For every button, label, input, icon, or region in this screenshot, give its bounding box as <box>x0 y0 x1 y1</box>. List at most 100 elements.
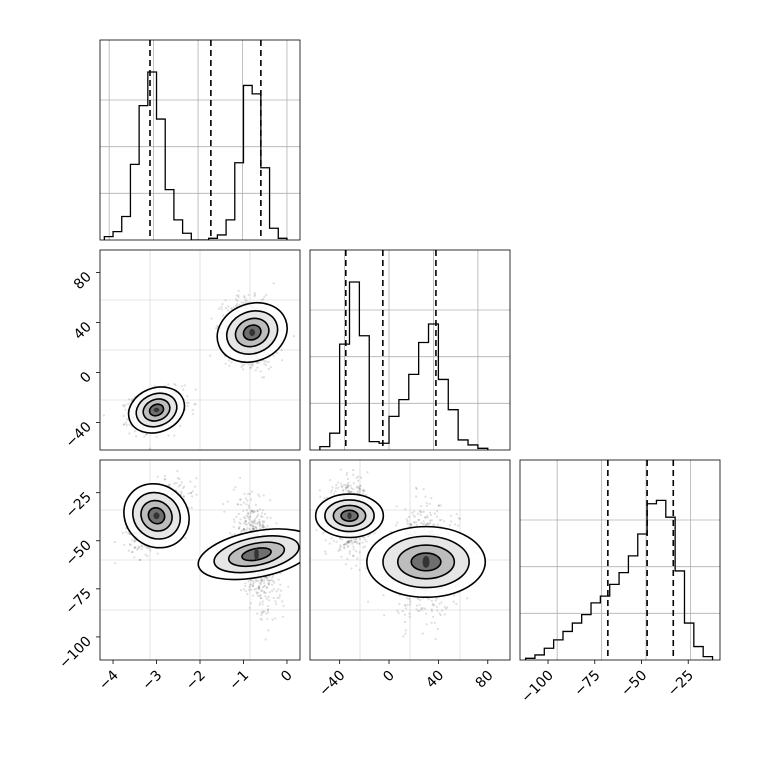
sample-point <box>209 354 212 357</box>
sample-point <box>240 503 243 506</box>
sample-point <box>264 584 267 587</box>
sample-point <box>342 546 346 549</box>
sample-point <box>261 523 264 527</box>
sample-point <box>234 304 237 307</box>
sample-point <box>357 489 360 493</box>
sample-point <box>421 522 424 525</box>
sample-point <box>146 546 149 549</box>
sample-point <box>179 483 182 487</box>
sample-point <box>253 295 256 298</box>
sample-point <box>249 584 252 587</box>
sample-point <box>256 595 259 598</box>
sample-point <box>259 582 262 585</box>
sample-point <box>266 524 269 528</box>
sample-point <box>246 512 250 516</box>
sample-point <box>140 544 143 548</box>
sample-point <box>135 435 138 438</box>
sample-point <box>127 532 130 535</box>
sample-point <box>439 504 442 507</box>
sample-point <box>242 528 245 531</box>
sample-point <box>352 473 355 476</box>
sample-point <box>330 491 333 494</box>
sample-point <box>246 300 249 303</box>
sample-point <box>346 557 349 560</box>
sample-point <box>415 604 419 607</box>
sample-point <box>258 603 261 606</box>
sample-point <box>414 486 418 489</box>
sample-point <box>121 404 125 407</box>
sample-point <box>341 485 344 488</box>
sample-point <box>352 482 355 485</box>
sample-point <box>277 578 280 581</box>
sample-point <box>237 503 240 506</box>
sample-point <box>349 490 352 493</box>
sample-point <box>243 296 246 299</box>
sample-point <box>425 523 428 526</box>
sample-point <box>125 418 129 421</box>
sample-point <box>244 590 247 593</box>
sample-point <box>419 513 422 517</box>
sample-point <box>138 546 141 549</box>
sample-point <box>256 521 259 524</box>
sample-point <box>261 520 264 523</box>
sample-point <box>348 539 351 542</box>
sample-point <box>153 384 156 387</box>
density-panel-3: −100 −75 −50 −25 −4 −3 −2 −1 0 <box>56 459 301 693</box>
sample-point <box>250 509 253 512</box>
sample-point <box>354 538 357 541</box>
sample-point <box>251 580 255 583</box>
sample-point <box>401 610 404 613</box>
sample-point <box>445 607 448 610</box>
sample-point <box>257 585 261 588</box>
sample-point <box>336 481 340 484</box>
sample-point <box>128 398 131 401</box>
sample-point <box>437 504 440 508</box>
sample-point <box>440 609 444 612</box>
sample-point <box>145 433 148 436</box>
sample-point <box>259 597 263 600</box>
sample-point <box>124 408 127 411</box>
sample-point <box>277 588 280 591</box>
sample-point <box>350 487 353 490</box>
sample-point <box>255 587 258 591</box>
sample-point <box>243 529 247 532</box>
sample-point <box>344 488 347 491</box>
sample-point <box>250 498 253 501</box>
sample-point <box>440 601 443 604</box>
sample-point <box>335 484 338 487</box>
sample-point <box>261 610 265 613</box>
sample-point <box>269 365 272 369</box>
sample-point <box>251 520 254 523</box>
sample-point <box>417 597 420 601</box>
sample-point <box>156 475 159 478</box>
sample-point <box>263 520 266 523</box>
sample-point <box>247 522 251 525</box>
x-tick-label: 0 <box>278 668 296 686</box>
sample-point <box>260 514 263 518</box>
sample-point <box>266 608 270 612</box>
sample-point <box>350 567 353 570</box>
sample-point <box>357 486 360 489</box>
sample-point <box>240 365 243 368</box>
sample-point <box>223 510 226 513</box>
sample-point <box>272 354 275 357</box>
sample-point <box>261 525 264 528</box>
sample-point <box>227 305 230 308</box>
sample-point <box>235 294 238 297</box>
sample-point <box>246 515 249 518</box>
sample-point <box>323 497 326 500</box>
sample-point <box>260 577 263 580</box>
sample-point <box>343 483 346 487</box>
sample-point <box>145 546 148 549</box>
sample-point <box>443 605 446 609</box>
sample-point <box>335 487 338 490</box>
sample-point <box>256 612 259 615</box>
sample-point <box>251 583 255 586</box>
sample-point <box>255 528 258 531</box>
sample-point <box>234 486 237 489</box>
sample-point <box>191 495 194 498</box>
sample-point <box>264 638 267 641</box>
sample-point <box>242 528 245 531</box>
sample-point <box>346 486 349 489</box>
y-tick-label: 80 <box>71 269 95 293</box>
